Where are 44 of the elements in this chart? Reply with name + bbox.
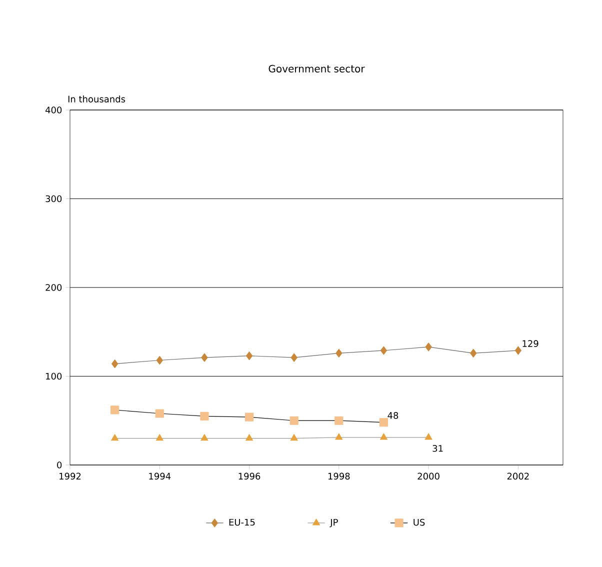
chart-title: Government sector bbox=[268, 64, 365, 72]
x-tick-label: 1996 bbox=[238, 472, 260, 480]
x-tick-label: 1998 bbox=[328, 472, 350, 480]
x-tick-label: 1992 bbox=[60, 472, 81, 480]
legend-label: US bbox=[414, 518, 425, 526]
x-tick-label: 2000 bbox=[418, 472, 440, 480]
point bbox=[380, 433, 388, 440]
legend-label: JP bbox=[330, 518, 338, 528]
point bbox=[244, 412, 254, 422]
point bbox=[246, 352, 253, 360]
point bbox=[156, 356, 163, 365]
point bbox=[200, 412, 209, 420]
y-tick-label: 400 bbox=[45, 106, 62, 114]
annotation: 31 bbox=[432, 445, 443, 452]
point bbox=[379, 418, 388, 427]
point bbox=[200, 434, 208, 441]
point bbox=[380, 346, 388, 355]
point bbox=[111, 434, 119, 441]
point bbox=[290, 434, 298, 441]
point bbox=[335, 433, 343, 440]
y-axis-title: In thousands bbox=[68, 95, 126, 102]
point bbox=[336, 348, 342, 358]
point bbox=[334, 416, 344, 425]
point bbox=[110, 406, 120, 414]
y-tick-label: 0 bbox=[57, 462, 62, 468]
annotation: 48 bbox=[388, 412, 398, 419]
y-tick-label: 300 bbox=[46, 195, 62, 202]
point bbox=[112, 360, 118, 368]
point bbox=[156, 434, 164, 441]
y-tick-label: 100 bbox=[46, 372, 62, 380]
point bbox=[290, 353, 298, 362]
point bbox=[201, 353, 208, 362]
point bbox=[470, 348, 477, 358]
x-tick-label: 2002 bbox=[507, 472, 529, 480]
point bbox=[514, 346, 522, 355]
point bbox=[290, 416, 298, 425]
point bbox=[425, 342, 432, 352]
point bbox=[155, 409, 164, 418]
y-tick-label: 200 bbox=[46, 284, 62, 291]
x-tick-label: 1994 bbox=[149, 472, 171, 480]
point bbox=[246, 434, 254, 441]
legend-label: EU-15 bbox=[229, 518, 255, 526]
annotation: 129 bbox=[522, 340, 538, 347]
point bbox=[424, 433, 432, 440]
